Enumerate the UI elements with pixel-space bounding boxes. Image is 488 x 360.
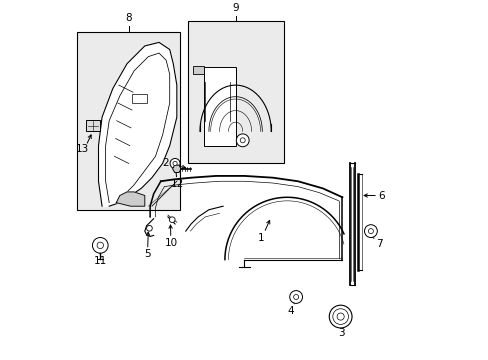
Circle shape (170, 158, 180, 168)
Text: 1: 1 (258, 233, 264, 243)
Circle shape (336, 313, 344, 320)
Polygon shape (172, 165, 181, 172)
Circle shape (169, 217, 175, 222)
Circle shape (92, 238, 108, 253)
Text: 12: 12 (171, 179, 184, 189)
Text: 10: 10 (164, 238, 178, 248)
Circle shape (97, 242, 103, 248)
Circle shape (332, 309, 348, 324)
Circle shape (146, 225, 152, 231)
Bar (203, 67, 235, 146)
Text: 9: 9 (232, 3, 239, 13)
Polygon shape (98, 42, 177, 206)
Text: 8: 8 (125, 13, 132, 23)
Text: 11: 11 (94, 256, 107, 266)
Circle shape (328, 305, 351, 328)
Text: 3: 3 (338, 328, 345, 338)
Bar (192, 66, 203, 75)
Text: 5: 5 (144, 249, 151, 259)
Text: 13: 13 (75, 144, 88, 154)
Bar (77, 32, 180, 210)
Circle shape (240, 138, 244, 143)
Circle shape (173, 161, 177, 166)
Circle shape (364, 225, 377, 238)
Text: 2: 2 (162, 158, 168, 168)
Text: 7: 7 (376, 239, 382, 248)
Bar (187, 21, 283, 163)
Circle shape (236, 134, 248, 147)
Circle shape (293, 294, 298, 300)
Circle shape (367, 229, 373, 234)
Polygon shape (116, 192, 144, 206)
Bar (86, 120, 100, 131)
Bar (132, 94, 146, 103)
Circle shape (289, 291, 302, 303)
Text: 4: 4 (287, 306, 293, 315)
Text: 6: 6 (378, 190, 385, 201)
